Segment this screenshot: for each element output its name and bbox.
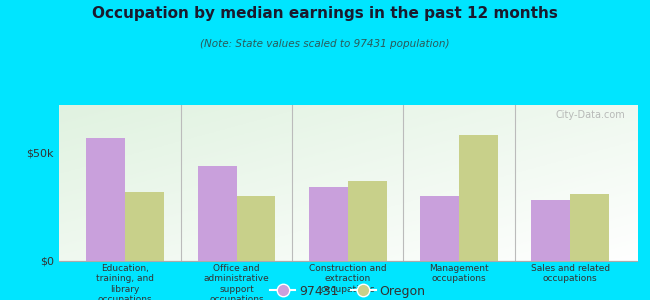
Text: (Note: State values scaled to 97431 population): (Note: State values scaled to 97431 popu… <box>200 39 450 49</box>
Bar <box>531 200 570 261</box>
Bar <box>459 135 498 261</box>
Legend: 97431, Oregon: 97431, Oregon <box>265 280 430 300</box>
Bar <box>86 137 125 261</box>
Bar <box>125 192 164 261</box>
Bar <box>237 196 276 261</box>
Text: Occupation by median earnings in the past 12 months: Occupation by median earnings in the pas… <box>92 6 558 21</box>
Bar <box>420 196 459 261</box>
Bar <box>309 187 348 261</box>
Text: City-Data.com: City-Data.com <box>556 110 625 120</box>
Bar <box>198 166 237 261</box>
Bar <box>570 194 609 261</box>
Bar <box>348 181 387 261</box>
